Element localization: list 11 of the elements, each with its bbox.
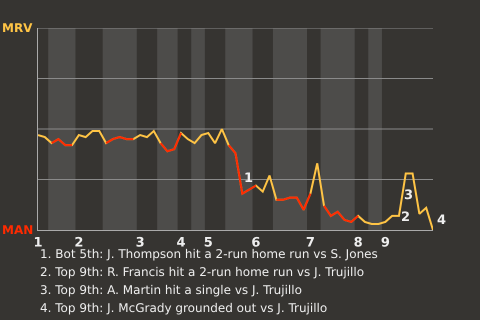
x-tick-label: 9 — [380, 236, 390, 251]
text: 2. Top 9th: R. Francis hit a 2-run home run vs J. Trujillo — [40, 265, 364, 279]
text: MRV — [2, 21, 34, 35]
text: 3. Top 9th: A. Martin hit a single vs J. Trujillo — [40, 283, 302, 297]
text: MAN — [2, 223, 34, 237]
x-tick-label: 1 — [33, 236, 43, 251]
annotation: 2 — [401, 210, 410, 225]
annotation: 3 — [404, 188, 414, 203]
text: 4 — [437, 213, 446, 228]
annotation: 1 — [244, 171, 254, 186]
text: 4. Top 9th: J. McGrady grounded out vs J. Trujillo — [40, 301, 328, 315]
